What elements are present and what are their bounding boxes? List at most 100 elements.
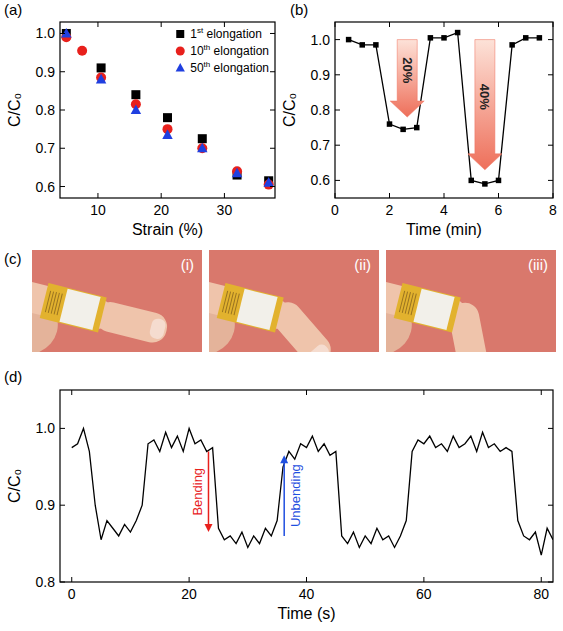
legend-label: 1st elongation [190, 26, 262, 41]
panel-label: (d) [4, 368, 22, 385]
x-axis-title: Strain (%) [132, 221, 203, 238]
y-tick [335, 110, 340, 111]
x-tick-label: 30 [217, 202, 233, 218]
sensor-line [57, 294, 62, 315]
photo-label: (i) [181, 256, 194, 273]
data-point [77, 46, 87, 56]
plot-area [346, 30, 542, 187]
annotation-arrow [390, 40, 424, 117]
legend-label: 10th elongation [190, 43, 269, 58]
y-tick [60, 186, 65, 187]
y-tick-right [270, 110, 275, 111]
x-tick-label: 80 [533, 586, 549, 602]
x-tick-label: 6 [495, 202, 503, 218]
x-tick [97, 193, 98, 198]
y-axis-title: C/C₀ [6, 469, 23, 503]
legend: 1st elongation10th elongation50th elonga… [176, 26, 269, 75]
photo-label: (iii) [528, 256, 548, 273]
x-tick-top [97, 22, 98, 27]
sensor-line [408, 293, 413, 314]
arrow-head [204, 524, 212, 532]
data-point [131, 104, 141, 114]
data-point [131, 90, 140, 99]
data-point [232, 166, 242, 176]
x-tick [335, 193, 336, 198]
sensor-tape [40, 283, 107, 332]
nail [307, 342, 331, 352]
x-tick-label: 2 [386, 202, 394, 218]
legend-marker [176, 47, 185, 56]
photo-content [209, 250, 379, 352]
panel-label: (b) [290, 1, 308, 18]
data-point [263, 177, 273, 187]
panel-label: (a) [4, 1, 22, 18]
data-point [97, 63, 106, 72]
figure: (a)1020300.60.70.80.91.0Strain (%)C/C₀1s… [0, 0, 563, 631]
photos-panel: (c)(i)(ii)(iii) [0, 250, 556, 390]
data-point [523, 35, 529, 41]
x-tick [444, 193, 445, 198]
y-tick [335, 74, 340, 75]
data-point [198, 134, 207, 143]
data-point [232, 168, 242, 178]
y-tick [60, 505, 65, 506]
y-tick-right [270, 186, 275, 187]
annotation-text: 20% [400, 57, 415, 83]
y-tick-label: 0.9 [36, 64, 56, 80]
legend-marker [176, 63, 185, 72]
y-tick-label: 0.8 [36, 574, 56, 590]
y-axis-title: C/C₀ [6, 93, 23, 127]
series-line [72, 428, 553, 555]
data-point [455, 30, 461, 35]
panel-label: (c) [4, 250, 22, 267]
data-point [428, 35, 434, 41]
y-tick-right [548, 505, 553, 506]
data-point [61, 28, 71, 38]
photo: (iii) [321, 250, 556, 385]
x-tick [389, 193, 390, 198]
sensor-line [402, 292, 407, 313]
x-tick [189, 577, 190, 582]
y-tick-label: 0.8 [36, 102, 56, 118]
x-tick-label: 8 [549, 202, 557, 218]
y-tick-label: 0.6 [311, 172, 331, 188]
x-tick-label: 40 [299, 586, 315, 602]
y-tick [60, 428, 65, 429]
data-point [346, 37, 352, 43]
sensor-tape [217, 283, 284, 332]
plot-area [72, 428, 553, 555]
sensor-line [234, 294, 239, 315]
sensor-tape [394, 283, 461, 332]
y-tick [335, 145, 340, 146]
panel-2: (d)0204060800.80.91.0Time (s)C/C₀Bending… [4, 368, 553, 622]
x-tick [541, 577, 542, 582]
photo-background [32, 250, 202, 352]
annotation-text: Bending [190, 468, 205, 516]
sensor-line [228, 292, 233, 313]
y-tick-right [548, 428, 553, 429]
y-tick-right [548, 74, 553, 75]
y-tick-right [270, 71, 275, 72]
sensor-band [236, 289, 277, 330]
data-point [387, 121, 393, 127]
y-tick-right [270, 148, 275, 149]
x-tick-top [71, 390, 72, 395]
sensor-line [51, 292, 56, 313]
y-tick-right [548, 145, 553, 146]
y-tick [60, 582, 65, 583]
y-axis-title: C/C₀ [281, 93, 298, 127]
y-tick-label: 0.8 [311, 102, 331, 118]
panel-0: (a)1020300.60.70.80.91.0Strain (%)C/C₀1s… [4, 1, 275, 238]
x-tick-top [541, 390, 542, 395]
annotation-text: 40% [477, 84, 492, 110]
legend-text: 10 [190, 44, 204, 58]
y-tick [60, 148, 65, 149]
finger [209, 265, 346, 352]
data-point [469, 178, 475, 184]
legend-text: elongation [210, 44, 269, 58]
data-point [373, 42, 379, 48]
nail [148, 317, 166, 340]
x-tick [224, 193, 225, 198]
sensor-band [59, 289, 100, 330]
data-point [400, 127, 406, 133]
